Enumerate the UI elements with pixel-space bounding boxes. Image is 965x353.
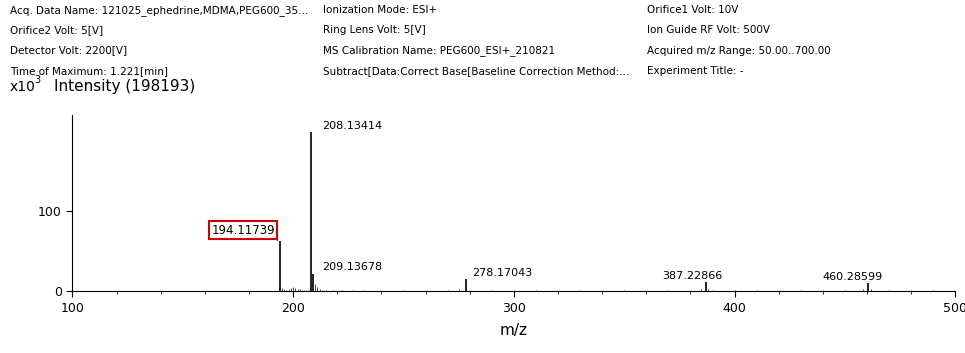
Text: Orifice1 Volt: 10V: Orifice1 Volt: 10V xyxy=(647,5,738,15)
Text: x10: x10 xyxy=(10,79,36,94)
Text: Ionization Mode: ESI+: Ionization Mode: ESI+ xyxy=(323,5,437,15)
Text: Experiment Title: -: Experiment Title: - xyxy=(647,66,743,76)
Text: 3: 3 xyxy=(35,76,41,85)
X-axis label: m/z: m/z xyxy=(500,323,528,338)
Text: Acquired m/z Range: 50.00..700.00: Acquired m/z Range: 50.00..700.00 xyxy=(647,46,830,55)
Text: Detector Volt: 2200[V]: Detector Volt: 2200[V] xyxy=(10,46,126,55)
Text: 278.17043: 278.17043 xyxy=(472,268,532,277)
Text: Time of Maximum: 1.221[min]: Time of Maximum: 1.221[min] xyxy=(10,66,168,76)
Text: 387.22866: 387.22866 xyxy=(662,271,722,281)
Text: 460.28599: 460.28599 xyxy=(823,271,883,282)
Text: 194.11739: 194.11739 xyxy=(211,224,278,241)
Text: Intensity (198193): Intensity (198193) xyxy=(54,79,195,94)
Text: Acq. Data Name: 121025_ephedrine,MDMA,PEG600_35...: Acq. Data Name: 121025_ephedrine,MDMA,PE… xyxy=(10,5,308,16)
Text: MS Calibration Name: PEG600_ESI+_210821: MS Calibration Name: PEG600_ESI+_210821 xyxy=(323,46,556,56)
Text: 209.13678: 209.13678 xyxy=(321,262,382,272)
Text: Ring Lens Volt: 5[V]: Ring Lens Volt: 5[V] xyxy=(323,25,426,35)
Text: Subtract[Data:Correct Base[Baseline Correction Method:...: Subtract[Data:Correct Base[Baseline Corr… xyxy=(323,66,629,76)
Text: Ion Guide RF Volt: 500V: Ion Guide RF Volt: 500V xyxy=(647,25,769,35)
Text: Orifice2 Volt: 5[V]: Orifice2 Volt: 5[V] xyxy=(10,25,103,35)
Text: 208.13414: 208.13414 xyxy=(321,121,382,131)
